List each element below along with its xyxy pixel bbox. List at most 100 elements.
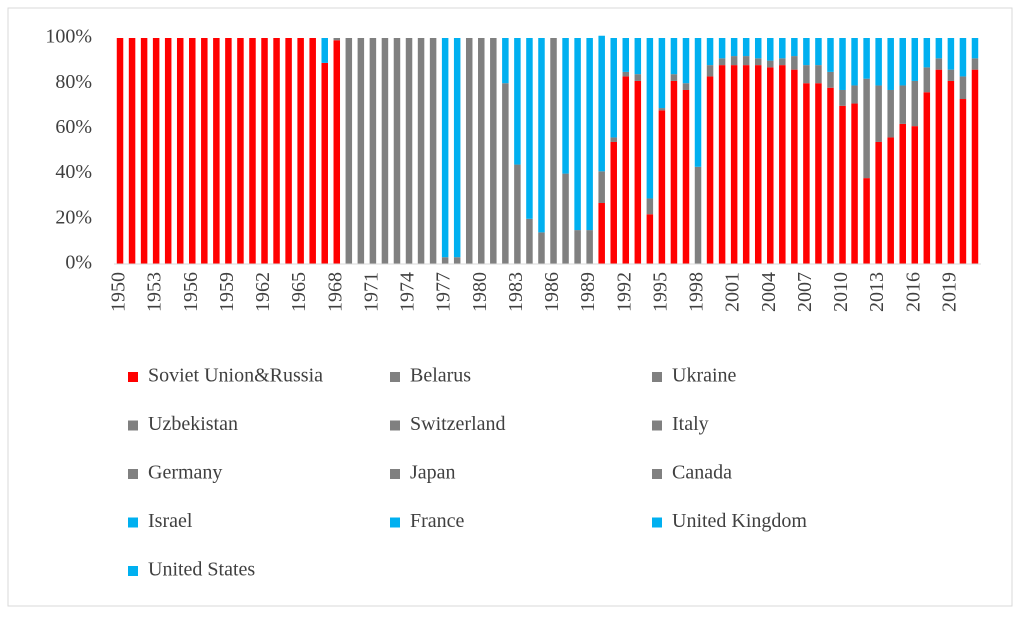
- x-tick-label: 2019: [938, 272, 960, 312]
- bar-segment: [911, 38, 919, 81]
- legend-label: Canada: [672, 462, 732, 484]
- x-tick-label: 1989: [577, 272, 599, 312]
- legend-label: Ukraine: [672, 365, 737, 387]
- bar-segment: [646, 38, 654, 199]
- bar-segment: [634, 38, 642, 75]
- bar-segment: [152, 38, 160, 264]
- bar-segment: [682, 83, 690, 90]
- bar-segment: [369, 38, 377, 264]
- bar-segment: [875, 141, 882, 264]
- bar-segment: [357, 38, 365, 264]
- bar-segment: [140, 38, 148, 264]
- bar-segment: [791, 38, 798, 57]
- x-tick-label: 1956: [180, 272, 202, 312]
- bar-segment: [779, 65, 786, 265]
- bar-segment: [791, 69, 798, 264]
- legend-swatch: [128, 517, 138, 528]
- legend-label: Uzbekistan: [148, 413, 238, 435]
- bar-segment: [574, 38, 581, 231]
- bar-segment: [321, 62, 328, 264]
- bar-segment: [658, 110, 666, 264]
- bar-segment: [622, 71, 630, 77]
- bar-segment: [863, 38, 870, 79]
- legend-label: Soviet Union&Russia: [148, 365, 323, 387]
- legend-swatch: [128, 372, 138, 382]
- bar-segment: [851, 85, 858, 104]
- bar-segment: [393, 38, 401, 264]
- bar-segment: [598, 35, 605, 172]
- x-tick-label: 1974: [397, 272, 419, 312]
- legend-label: France: [410, 510, 465, 532]
- bar-segment: [478, 38, 485, 264]
- bar-segment: [718, 38, 726, 59]
- bar-segment: [321, 38, 328, 63]
- x-tick-label: 1968: [324, 272, 346, 312]
- bar-segment: [309, 38, 316, 264]
- bar-segment: [189, 38, 196, 264]
- bar-segment: [935, 69, 943, 264]
- bar-segment: [947, 38, 955, 70]
- bar-segment: [767, 38, 774, 61]
- bar-segment: [586, 38, 593, 231]
- bar-segment: [225, 38, 232, 264]
- bar-segment: [863, 178, 870, 264]
- bar-segment: [911, 126, 919, 264]
- bar-segment: [947, 80, 955, 264]
- x-tick-label: 1995: [649, 272, 671, 312]
- bar-segment: [899, 38, 906, 86]
- bar-segment: [682, 89, 690, 264]
- bar-segment: [538, 232, 545, 264]
- bar-segment: [610, 38, 617, 138]
- legend-swatch: [390, 372, 400, 382]
- legend-swatch: [128, 566, 138, 576]
- bar-segment: [742, 38, 750, 57]
- legend-label: United Kingdom: [672, 510, 807, 532]
- legend-label: Germany: [148, 462, 222, 484]
- bar-segment: [550, 38, 557, 264]
- bar-segment: [767, 67, 774, 264]
- bar-segment: [538, 38, 545, 233]
- bar-segment: [405, 38, 413, 264]
- bar-segment: [670, 38, 678, 75]
- bar-segment: [803, 65, 810, 84]
- x-tick-label: 2016: [902, 272, 924, 312]
- bar-segment: [959, 38, 967, 77]
- legend-swatch: [390, 469, 400, 479]
- bar-segment: [333, 40, 341, 265]
- bar-segment: [779, 58, 786, 66]
- bar-segment: [706, 76, 714, 264]
- bar-segment: [634, 80, 642, 264]
- bar-segment: [815, 83, 822, 264]
- bar-segment: [261, 38, 268, 264]
- bar-segment: [718, 58, 726, 66]
- bar-segment: [598, 171, 605, 203]
- bar-segment: [839, 89, 846, 106]
- x-tick-label: 1959: [216, 272, 238, 312]
- bar-segment: [237, 38, 244, 264]
- bar-segment: [176, 38, 184, 264]
- bar-segment: [887, 89, 894, 138]
- legend-label: Israel: [148, 510, 193, 532]
- x-tick-label: 1962: [252, 272, 274, 312]
- bar-segment: [923, 38, 931, 68]
- bar-segment: [297, 38, 304, 264]
- bar-segment: [863, 78, 870, 179]
- bar-segment: [562, 38, 569, 174]
- bar-segment: [164, 38, 172, 264]
- bar-segment: [851, 103, 858, 264]
- bar-segment: [514, 164, 521, 264]
- bar-segment: [333, 38, 341, 41]
- bar-segment: [899, 123, 906, 264]
- bar-segment: [971, 69, 979, 264]
- bar-segment: [971, 58, 979, 70]
- bar-segment: [381, 38, 389, 264]
- bar-segment: [935, 38, 943, 59]
- bar-segment: [502, 83, 509, 264]
- x-tick-label: 1977: [433, 272, 455, 312]
- bar-segment: [586, 230, 593, 264]
- bar-segment: [670, 80, 678, 264]
- bar-segment: [887, 137, 894, 264]
- bar-segment: [634, 74, 642, 81]
- bar-segment: [610, 141, 617, 264]
- bar-segment: [767, 60, 774, 68]
